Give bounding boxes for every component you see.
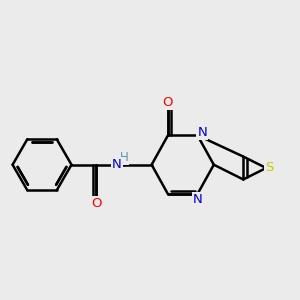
Text: O: O xyxy=(163,96,173,109)
Text: N: N xyxy=(193,193,202,206)
Text: O: O xyxy=(91,197,101,211)
Text: S: S xyxy=(265,161,274,175)
Text: N: N xyxy=(112,158,122,171)
Text: N: N xyxy=(197,125,207,139)
Text: H: H xyxy=(119,151,128,164)
